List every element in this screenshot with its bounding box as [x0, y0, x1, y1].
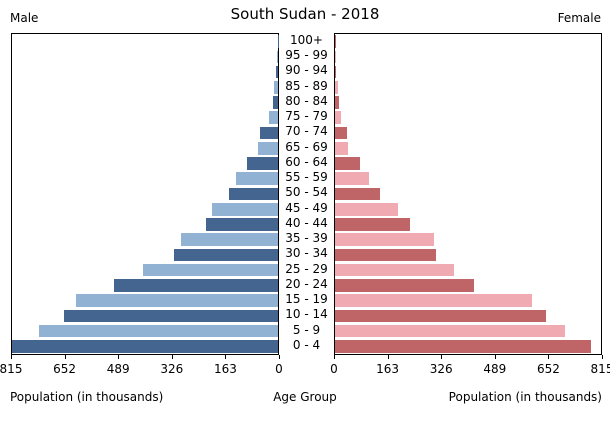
bar-male-95-99 — [277, 50, 278, 64]
male-x-axis: 815 652 489 326 163 0 — [0, 355, 283, 379]
age-label-50-54: 50 - 54 — [285, 185, 328, 200]
age-label-30-34: 30 - 34 — [285, 246, 328, 261]
male-side-label: Male — [10, 11, 39, 25]
bar-male-15-19 — [75, 294, 278, 307]
x-tick — [387, 355, 389, 359]
age-label-90-94: 90 - 94 — [285, 63, 328, 78]
age-label-20-24: 20 - 24 — [285, 276, 328, 291]
age-label-70-74: 70 - 74 — [285, 124, 328, 139]
age-label-35-39: 35 - 39 — [285, 231, 328, 246]
bar-male-10-14 — [63, 309, 278, 323]
male-plot — [11, 33, 279, 355]
bar-male-90-94 — [276, 65, 278, 79]
female-x-axis: 0 163 326 489 652 815 — [330, 355, 610, 379]
bar-male-75-79 — [268, 111, 278, 125]
x-tick — [441, 355, 443, 359]
x-tick-label: 652 — [53, 362, 77, 376]
bar-female-60-64 — [335, 157, 361, 170]
bar-female-95-99 — [335, 50, 336, 64]
male-axis-title: Population (in thousands) — [10, 390, 164, 404]
bar-male-55-59 — [236, 172, 278, 186]
x-tick-label: 652 — [536, 362, 560, 376]
age-label-75-79: 75 - 79 — [285, 109, 328, 124]
bar-female-40-44 — [335, 218, 410, 231]
bar-female-35-39 — [335, 233, 434, 247]
x-tick-label: 489 — [483, 362, 507, 376]
bar-male-5-9 — [39, 324, 278, 338]
bar-male-20-24 — [114, 279, 278, 292]
bar-male-25-29 — [143, 263, 278, 277]
x-tick-label: 0 — [275, 362, 283, 376]
female-plot — [334, 33, 602, 355]
x-tick — [11, 355, 12, 359]
age-label-25-29: 25 - 29 — [285, 261, 328, 276]
bar-female-5-9 — [335, 324, 566, 338]
age-label-60-64: 60 - 64 — [285, 154, 328, 169]
x-tick-label: 326 — [429, 362, 453, 376]
x-tick-label: 326 — [160, 362, 184, 376]
x-tick — [118, 355, 120, 359]
bar-male-35-39 — [181, 233, 278, 247]
female-side-label: Female — [557, 11, 601, 25]
bar-female-85-89 — [335, 81, 338, 94]
x-tick-label: 163 — [376, 362, 400, 376]
bar-female-80-84 — [335, 96, 339, 109]
bar-female-30-34 — [335, 248, 437, 262]
x-tick — [602, 355, 603, 359]
x-tick — [64, 355, 66, 359]
bar-female-15-19 — [335, 294, 533, 307]
age-label-15-19: 15 - 19 — [285, 292, 328, 307]
x-tick — [171, 355, 173, 359]
age-group-axis-title: Age Group — [273, 390, 337, 404]
bar-female-45-49 — [335, 202, 398, 216]
bar-male-85-89 — [274, 81, 278, 94]
chart-title: South Sudan - 2018 — [230, 5, 380, 23]
x-tick-label: 0 — [330, 362, 338, 376]
x-tick-label: 815 — [590, 362, 610, 376]
bar-female-65-69 — [335, 141, 349, 155]
bar-male-0-4 — [12, 340, 278, 353]
bar-female-70-74 — [335, 126, 348, 140]
age-label-45-49: 45 - 49 — [285, 200, 328, 215]
bar-female-50-54 — [335, 187, 381, 201]
x-tick — [494, 355, 496, 359]
bar-male-70-74 — [260, 126, 278, 140]
age-label-65-69: 65 - 69 — [285, 139, 328, 154]
bar-male-65-69 — [257, 141, 278, 155]
age-label-55-59: 55 - 59 — [285, 170, 328, 185]
bar-female-20-24 — [335, 279, 475, 292]
age-label-100+: 100+ — [290, 33, 323, 47]
x-tick-label: 489 — [106, 362, 130, 376]
bar-female-10-14 — [335, 309, 546, 323]
bar-male-50-54 — [228, 187, 278, 201]
x-tick — [279, 355, 280, 359]
age-label-0-4: 0 - 4 — [292, 337, 321, 352]
bar-male-40-44 — [206, 218, 278, 231]
x-tick — [334, 355, 335, 359]
age-label-80-84: 80 - 84 — [285, 93, 328, 108]
bar-female-25-29 — [335, 263, 455, 277]
bar-male-30-34 — [173, 248, 278, 262]
age-label-5-9: 5 - 9 — [292, 322, 321, 337]
age-label-85-89: 85 - 89 — [285, 78, 328, 93]
age-label-10-14: 10 - 14 — [285, 307, 328, 322]
bar-male-60-64 — [247, 157, 278, 170]
x-tick-label: 815 — [0, 362, 23, 376]
x-tick — [225, 355, 227, 359]
bar-male-80-84 — [272, 96, 278, 109]
bar-male-45-49 — [212, 202, 278, 216]
bar-female-55-59 — [335, 172, 370, 186]
x-tick-label: 163 — [213, 362, 237, 376]
age-labels: 100+ 95 - 99 90 - 94 85 - 89 80 - 84 75 - 79 7… — [279, 33, 334, 355]
x-tick — [548, 355, 550, 359]
bar-female-0-4 — [335, 340, 591, 353]
female-axis-title: Population (in thousands) — [448, 390, 602, 404]
age-label-40-44: 40 - 44 — [285, 215, 328, 230]
age-label-95-99: 95 - 99 — [285, 48, 328, 63]
bar-female-90-94 — [335, 65, 337, 79]
bar-female-75-79 — [335, 111, 341, 125]
